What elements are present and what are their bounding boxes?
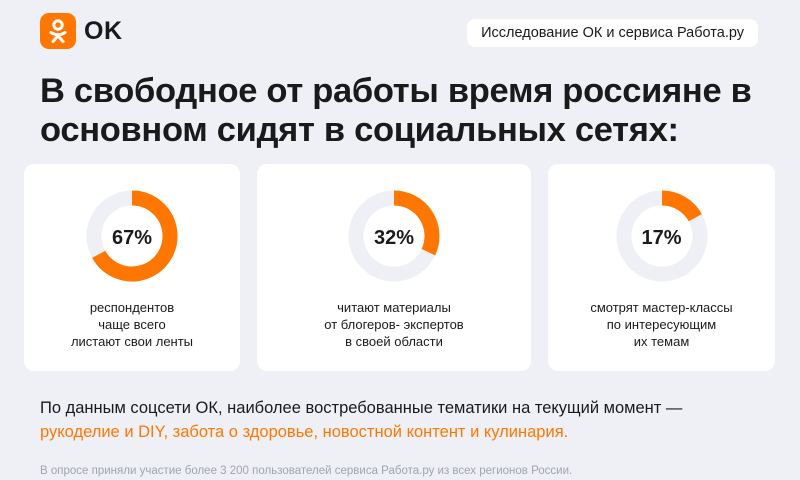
page-title: В свободное от работы время россияне в о… — [40, 72, 752, 149]
stat-card: 32% читают материалы от блогеров- экспер… — [257, 164, 531, 371]
donut-percent-label: 32% — [373, 227, 415, 249]
donut-chart — [348, 190, 440, 282]
stat-caption: смотрят мастер-классы по интересующим их… — [590, 300, 733, 349]
stat-card: 17% смотрят мастер-классы по интересующи… — [548, 164, 775, 371]
donut-value-arc — [393, 190, 440, 256]
ok-logo-icon — [40, 13, 76, 49]
donut-value-arc — [661, 190, 702, 222]
findings-text: По данным соцсети ОК, наиболее востребов… — [40, 396, 780, 444]
study-source-pill: Исследование ОК и сервиса Работа.ру — [467, 19, 758, 47]
donut-value-arc — [92, 190, 178, 282]
findings-highlight: рукоделие и DIY, забота о здоровье, ново… — [40, 423, 569, 441]
survey-footnote: В опросе приняли участие более 3 200 пол… — [40, 465, 573, 477]
stat-card: 67% респондентов чаще всего листают свои… — [24, 164, 240, 371]
donut-chart — [616, 190, 707, 282]
stat-caption: респондентов чаще всего листают свои лен… — [70, 300, 194, 349]
brand-name: OK — [84, 16, 123, 45]
findings-lead: По данным соцсети ОК, наиболее востребов… — [40, 399, 683, 417]
donut-chart — [86, 190, 178, 282]
donut-percent-label: 17% — [641, 227, 682, 249]
donut-percent-label: 67% — [111, 227, 153, 249]
stat-caption: читают материалы от блогеров- экспертов … — [324, 300, 464, 349]
brand-logo: OK — [40, 13, 123, 49]
